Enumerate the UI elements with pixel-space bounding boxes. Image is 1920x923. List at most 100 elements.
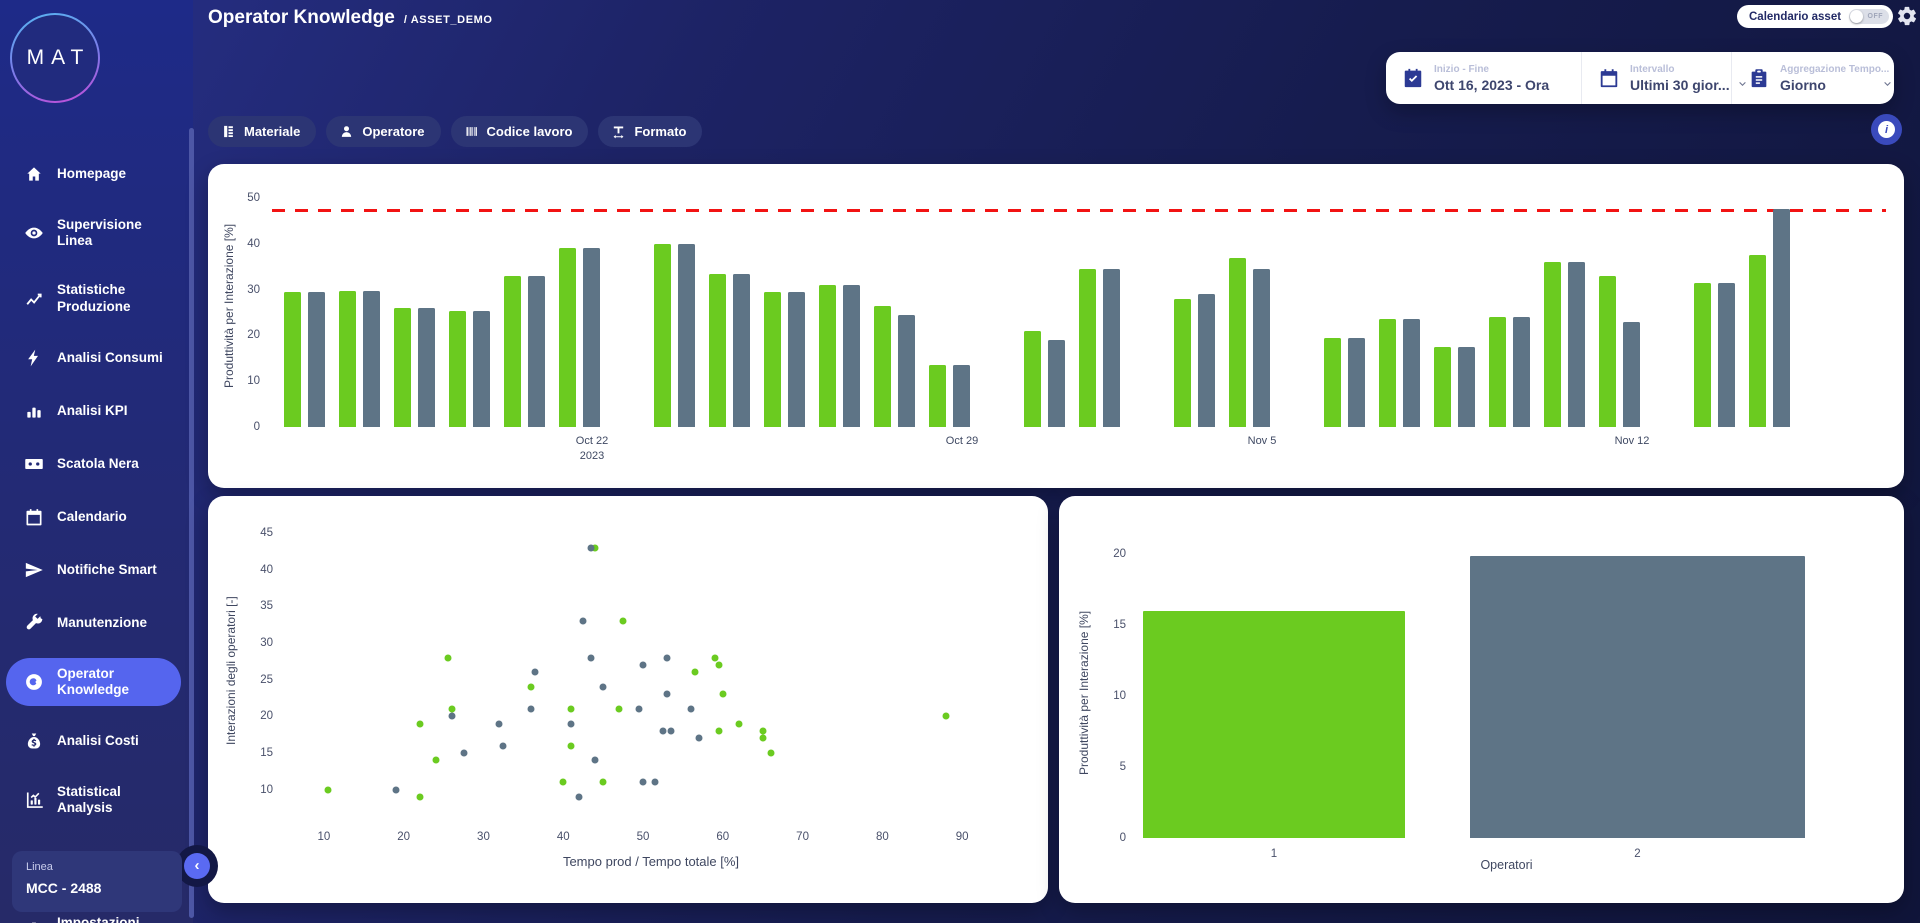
- scatter-point-slate: [695, 734, 703, 742]
- scatter-xtick: 50: [636, 831, 650, 843]
- sidebar-item-homepage[interactable]: Homepage: [6, 156, 181, 192]
- operator-icon: [339, 124, 354, 139]
- sidebar-scrollbar[interactable]: [189, 128, 194, 918]
- filter-operatore[interactable]: Operatore: [326, 116, 441, 147]
- bar-slate: [843, 285, 860, 427]
- format-icon: [611, 124, 626, 139]
- scatter-point-slate: [587, 544, 595, 552]
- bar-slate: [1623, 321, 1640, 427]
- scatter-xtick: 20: [397, 831, 411, 843]
- bar-green: [1694, 282, 1711, 427]
- send-icon: [24, 560, 44, 580]
- bar-slate: [583, 248, 600, 427]
- bar-slate: [528, 275, 545, 427]
- scatter-point-slate: [495, 720, 503, 728]
- bar-slate: [308, 291, 325, 427]
- scatter-point-green: [711, 654, 719, 662]
- scatter-point-green: [416, 720, 424, 728]
- filter-codice-lavoro[interactable]: Codice lavoro: [450, 116, 589, 147]
- interval-select[interactable]: Intervallo Ultimi 30 gior...: [1581, 52, 1746, 104]
- bar-slate: [1253, 269, 1270, 427]
- bar-green: [1749, 255, 1766, 427]
- scatter-point-green: [444, 654, 452, 662]
- main-chart-ytick: 0: [253, 421, 260, 433]
- calendario-asset-toggle[interactable]: Calendario asset OFF: [1737, 5, 1894, 28]
- scatter-point-green: [559, 778, 567, 786]
- bar-green: [559, 248, 576, 427]
- sidebar-item-label: Operator Knowledge: [57, 665, 130, 697]
- main-chart-ytick: 30: [247, 283, 260, 296]
- scatter-point-green: [942, 712, 950, 720]
- sidebar-item-label: Calendario: [57, 508, 127, 524]
- bar-series: Oct 22 2023 Oct 29 Nov 5 Nov 12: [284, 209, 1790, 462]
- bar-green: [929, 365, 946, 427]
- filter-label: Codice lavoro: [486, 124, 573, 139]
- sidebar-item-manutenzione[interactable]: Manutenzione: [6, 605, 181, 641]
- scatter-point-slate: [663, 654, 671, 662]
- scatter-point-slate: [579, 617, 587, 625]
- scatter-ytick: 40: [260, 563, 273, 576]
- scatter-ylabel: Interazioni degli operatori [-]: [224, 596, 238, 745]
- sidebar-item-analisi-costi[interactable]: Analisi Costi: [6, 723, 181, 759]
- scatter-point-slate: [663, 690, 671, 698]
- bar-green: [1229, 257, 1246, 427]
- bar-green: [709, 273, 726, 427]
- bar-green: [504, 275, 521, 427]
- scatter-point-green: [767, 749, 775, 757]
- scatter-xtick: 80: [875, 831, 889, 843]
- bar-slate: [1513, 317, 1530, 427]
- scatter-ytick: 25: [260, 673, 273, 686]
- ops-ytick: 10: [1113, 690, 1126, 703]
- line-selector-card[interactable]: Linea MCC - 2488: [12, 851, 182, 912]
- sidebar-item-analisi-consumi[interactable]: Analisi Consumi: [6, 340, 181, 376]
- main-chart-ytick: 10: [247, 375, 260, 388]
- sidebar-item-operator-knowledge[interactable]: Operator Knowledge: [6, 657, 181, 707]
- settings-gear-icon[interactable]: [1896, 5, 1918, 27]
- scatter-point-slate: [635, 705, 643, 713]
- scatter-xlabel: Tempo prod / Tempo totale [%]: [562, 854, 740, 869]
- sidebar-collapse-button[interactable]: ‹: [184, 853, 210, 879]
- sidebar-item-supervisione-linea[interactable]: Supervisione Linea: [6, 209, 181, 257]
- bar-green: [1324, 337, 1341, 427]
- stats-icon: [24, 790, 44, 810]
- scatter-point-slate: [392, 786, 400, 794]
- sidebar-item-label: Impostazioni Macchina: [57, 914, 140, 923]
- date-range-control[interactable]: Inizio - Fine Ott 16, 2023 - Ora: [1386, 52, 1581, 104]
- sidebar-item-statistiche-produzione[interactable]: Statistiche Produzione: [6, 274, 181, 322]
- scatter-point-slate: [687, 705, 695, 713]
- bar-green: [1599, 275, 1616, 427]
- reference-line: [272, 208, 1886, 212]
- operator-knowledge-icon: [24, 672, 44, 692]
- aggregation-value: Giorno: [1780, 76, 1826, 93]
- scatter-point-slate: [499, 742, 507, 750]
- chevron-down-icon: [1881, 78, 1894, 91]
- sidebar-item-statistical-analysis[interactable]: Statistical Analysis: [6, 776, 181, 824]
- calendar-icon: [1598, 67, 1620, 89]
- sidebar-item-analisi-kpi[interactable]: Analisi KPI: [6, 393, 181, 429]
- scatter-plot-area: 10 20 30 40 50 60 70 80 90 10 15 20 25 30 35 40 45: [260, 522, 1018, 843]
- aggregation-select[interactable]: Aggregazione Tempo... Giorno: [1731, 52, 1894, 104]
- bar-group: Oct 22 2023: [284, 248, 608, 462]
- scatter-point-slate: [575, 793, 583, 801]
- sidebar-item-notifiche-smart[interactable]: Notifiche Smart: [6, 552, 181, 588]
- logo-text: MAT: [26, 46, 91, 69]
- scatter-point-green: [759, 734, 767, 742]
- sidebar-item-calendario[interactable]: Calendario: [6, 499, 181, 535]
- info-button[interactable]: i: [1871, 114, 1902, 145]
- scatter-point-green: [599, 778, 607, 786]
- scatter-point-green: [324, 786, 332, 794]
- bar-green: [1174, 298, 1191, 427]
- toggle-switch[interactable]: OFF: [1849, 9, 1890, 24]
- filter-formato[interactable]: Formato: [598, 116, 703, 147]
- app-logo: MAT: [10, 13, 100, 103]
- line-label: Linea: [26, 861, 53, 873]
- sidebar-item-scatola-nera[interactable]: Scatola Nera: [6, 446, 181, 482]
- bar-green: [654, 243, 671, 427]
- main-chart-xtick: Nov 5: [1247, 435, 1277, 447]
- toggle-knob: [1850, 10, 1864, 23]
- page-title: Operator Knowledge / ASSET_DEMO: [208, 7, 493, 29]
- chevron-down-icon: [1736, 78, 1749, 91]
- bar-slate: [788, 291, 805, 427]
- filter-materiale[interactable]: Materiale: [208, 116, 317, 147]
- ops-xlabel: Operatori: [1480, 858, 1533, 872]
